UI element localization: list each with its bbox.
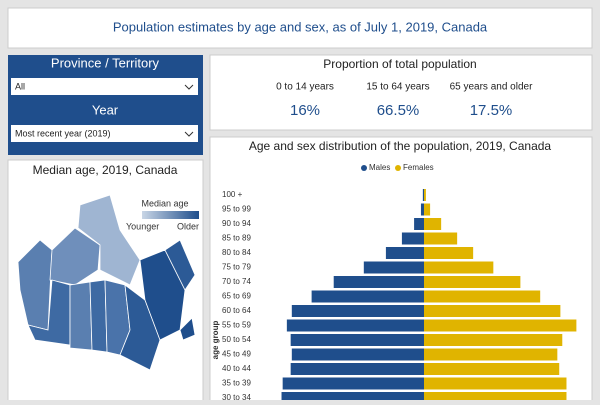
map-legend-title: Median age [141,198,188,208]
bar [424,377,567,390]
bar [290,363,424,375]
region-nunavut [77,194,141,286]
header-box [7,7,593,49]
map-legend-low: Younger [126,221,159,231]
bar [401,232,424,245]
region-nl [164,239,196,291]
bar [424,232,458,245]
kpi-value: 66.5% [377,102,420,119]
legend-label: Males [369,163,390,172]
y-tick-label: 90 to 94 [222,219,251,228]
bar [424,334,563,346]
y-tick-label: 45 to 49 [222,350,251,359]
province-select[interactable] [11,78,198,95]
kpi-label: 65 years and older [450,82,534,93]
kpi-label: 0 to 14 years [276,82,334,93]
region-alberta [69,281,93,351]
kpi-title: Proportion of total population [323,57,476,71]
y-tick-label: 100 + [222,190,243,199]
chart-title: Age and sex distribution of the populati… [249,139,552,153]
select-value: Most recent year (2019) [15,128,111,138]
kpi-panel [209,54,593,131]
y-axis-title: age group [211,321,220,360]
y-tick-label: 75 to 79 [222,263,251,272]
kpi-value: 16% [290,102,320,119]
kpi-value: 17.5% [470,102,513,119]
y-tick-label: 30 to 34 [222,393,251,400]
map-legend-bar [142,211,199,219]
select-value: All [15,81,25,91]
bar [333,276,424,288]
y-tick-label: 65 to 69 [222,292,251,301]
bar [290,334,424,346]
bar [424,261,494,274]
y-tick-label: 60 to 64 [222,306,251,315]
y-tick-label: 50 to 54 [222,335,251,344]
kpi-label: 15 to 64 years [366,82,429,93]
y-tick-label: 55 to 59 [222,321,251,330]
bar [422,189,424,201]
bar [424,348,558,361]
bar [424,189,426,201]
bar [282,377,424,390]
map-legend-high: Older [177,221,199,231]
filter-label: Year [92,102,119,117]
bar [281,392,424,404]
header-title: Population estimates by age and sex, as … [113,19,488,34]
region-maritimes [179,317,196,341]
region-sk [89,279,108,353]
chevron [184,131,194,137]
y-tick-label: 35 to 39 [222,379,251,388]
y-tick-label: 70 to 74 [222,277,251,286]
bar [311,290,424,303]
bar [424,363,560,375]
bar [286,319,424,332]
bar [424,392,567,404]
y-tick-label: 40 to 44 [222,364,251,373]
bar [424,247,474,259]
legend-swatch [361,165,367,171]
bar [424,319,577,332]
bar [424,218,442,230]
legend-swatch [395,165,401,171]
bar [424,305,561,317]
bar [363,261,424,274]
bar [414,218,424,230]
bar [291,348,424,361]
bar [420,203,424,216]
bar [424,290,541,303]
filter-label: Province / Territory [51,55,160,70]
y-tick-label: 95 to 99 [222,205,251,214]
map [17,194,196,371]
y-tick-label: 85 to 89 [222,234,251,243]
bar [291,305,424,317]
bar [424,276,521,288]
year-select[interactable] [11,125,198,142]
y-tick-label: 80 to 84 [222,248,251,257]
region-nwt [49,227,101,286]
bar [424,203,431,216]
map-title: Median age, 2019, Canada [33,163,178,177]
legend-label: Females [403,163,434,172]
bar [385,247,424,259]
chevron [184,84,194,90]
